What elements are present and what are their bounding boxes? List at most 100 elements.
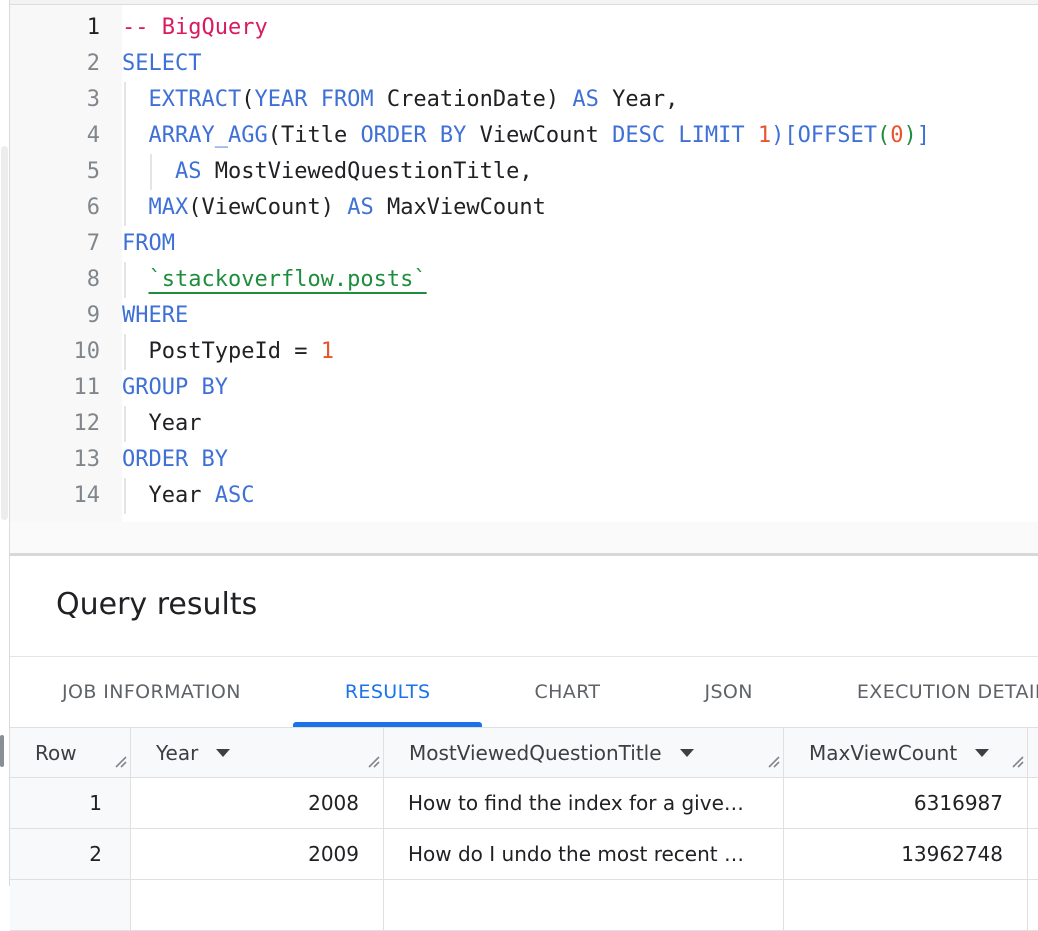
code-token: PostTypeId = <box>148 339 321 364</box>
column-header-row[interactable]: Row <box>10 728 131 777</box>
table-row[interactable]: 2 2009 How do I undo the most recent … 1396… <box>10 829 1038 880</box>
editor-gutter: 1 2 3 4 5 6 7 8 9 10 11 12 13 14 <box>10 5 122 522</box>
sort-arrow-icon[interactable] <box>679 748 694 757</box>
code-line[interactable]: ORDER BY <box>122 442 1038 478</box>
code-token: 0 <box>890 123 904 148</box>
panel-divider[interactable] <box>10 553 1038 556</box>
column-header-year[interactable]: Year <box>131 728 384 777</box>
table-body: 1 2008 How to find the index for a give… 63… <box>10 778 1038 931</box>
code-line[interactable]: PostTypeId = 1 <box>122 334 1038 370</box>
code-token: FROM <box>122 231 175 256</box>
code-token: OFFSET <box>797 123 878 148</box>
line-number: 14 <box>73 483 101 508</box>
table-row[interactable]: 1 2008 How to find the index for a give… 63… <box>10 778 1038 829</box>
code-token: ( <box>241 87 255 112</box>
code-line[interactable]: AS MostViewedQuestionTitle, <box>122 154 1038 190</box>
code-token: CreationDate <box>373 87 546 112</box>
cell-maxviewcount: 13962748 <box>784 829 1028 879</box>
code-token: ORDER BY <box>122 447 228 472</box>
line-number: 13 <box>73 447 101 472</box>
cell-filler <box>1028 778 1038 828</box>
table-row[interactable] <box>10 880 1038 931</box>
line-number: 9 <box>86 303 100 328</box>
sql-editor[interactable]: 1 2 3 4 5 6 7 8 9 10 11 12 13 14 -- BigQuery SELECT EX… <box>10 5 1038 522</box>
column-header-label: MaxViewCount <box>809 740 958 765</box>
line-number: 11 <box>73 375 101 400</box>
column-resize-grip-icon[interactable] <box>112 749 127 773</box>
cell-mostviewedquestiontitle: How do I undo the most recent … <box>384 829 784 879</box>
code-token: 1 <box>757 123 772 148</box>
code-token: Year <box>148 411 202 436</box>
cell-mostviewedquestiontitle <box>384 880 784 930</box>
column-resize-grip-icon[interactable] <box>765 749 780 773</box>
code-token: `stackoverflow.posts` <box>148 267 427 292</box>
code-token: MAX <box>148 195 189 220</box>
line-number: 4 <box>86 123 100 148</box>
line-number: 8 <box>86 267 100 292</box>
column-header-label: Year <box>156 740 199 765</box>
line-number: 2 <box>86 51 100 76</box>
code-line[interactable]: Year ASC <box>122 478 1038 514</box>
column-header-maxviewcount[interactable]: MaxViewCount <box>784 728 1028 777</box>
tab-label: CHART <box>534 681 601 703</box>
cell-maxviewcount: 6316987 <box>784 778 1028 828</box>
column-header-mostviewedquestiontitle[interactable]: MostViewedQuestionTitle <box>384 728 784 777</box>
indent-guide <box>124 154 126 190</box>
cell-maxviewcount <box>784 880 1028 930</box>
code-token: (Title <box>267 123 361 148</box>
code-token: SELECT <box>122 51 202 76</box>
indent-guide <box>124 262 126 298</box>
code-token: ) <box>545 87 573 112</box>
code-token: ) <box>903 123 917 148</box>
code-line[interactable]: MAX(ViewCount) AS MaxViewCount <box>122 190 1038 226</box>
code-token: DESC LIMIT <box>612 123 745 148</box>
code-indent <box>122 195 149 220</box>
code-token: ViewCount <box>466 123 613 148</box>
code-line[interactable]: ARRAY_AGG(Title ORDER BY ViewCount DESC … <box>122 118 1038 154</box>
code-indent <box>122 267 149 292</box>
line-number: 10 <box>73 339 101 364</box>
tab-job-information[interactable]: JOB INFORMATION <box>10 657 293 727</box>
code-line[interactable]: WHERE <box>122 298 1038 334</box>
code-indent <box>122 159 175 184</box>
tab-label: JSON <box>704 681 753 703</box>
line-number: 12 <box>73 411 101 436</box>
column-resize-grip-icon[interactable] <box>365 749 380 773</box>
tab-chart[interactable]: CHART <box>482 657 652 727</box>
editor-scrollbar-thumb[interactable] <box>1 146 8 520</box>
code-token: EXTRACT <box>148 87 242 112</box>
code-token: ASC <box>214 483 255 508</box>
tab-results[interactable]: RESULTS <box>292 657 483 727</box>
code-line[interactable]: GROUP BY <box>122 370 1038 406</box>
code-token: )[ <box>771 123 798 148</box>
top-divider <box>10 0 1038 5</box>
indent-guide <box>124 334 126 370</box>
editor-hscrollbar-track[interactable] <box>10 522 1038 553</box>
cell-year <box>131 880 384 930</box>
code-line[interactable]: -- BigQuery <box>122 10 1038 46</box>
results-scrollbar-thumb[interactable] <box>0 735 4 767</box>
sort-arrow-icon[interactable] <box>216 748 231 757</box>
column-header-label: Row <box>35 740 77 765</box>
code-indent <box>122 123 149 148</box>
editor-code-area[interactable]: -- BigQuery SELECT EXTRACT(YEAR FROM Crea… <box>122 5 1038 522</box>
code-indent <box>122 87 149 112</box>
tab-json[interactable]: JSON <box>652 657 804 727</box>
column-header-label: MostViewedQuestionTitle <box>409 740 662 765</box>
sort-arrow-icon[interactable] <box>975 748 990 757</box>
code-line[interactable]: FROM <box>122 226 1038 262</box>
code-token: Year <box>148 483 215 508</box>
code-line[interactable]: EXTRACT(YEAR FROM CreationDate) AS Year, <box>122 82 1038 118</box>
line-number: 6 <box>86 195 100 220</box>
code-line[interactable]: SELECT <box>122 46 1038 82</box>
query-panel: 1 2 3 4 5 6 7 8 9 10 11 12 13 14 -- BigQuery SELECT EX… <box>10 0 1038 931</box>
left-edge-strip <box>0 0 10 886</box>
code-line[interactable]: `stackoverflow.posts` <box>122 262 1038 298</box>
row-number-cell <box>10 880 131 930</box>
tab-execution-details[interactable]: EXECUTION DETAILS <box>805 657 1038 727</box>
code-token: YEAR FROM <box>254 87 374 112</box>
results-table: Row Year MostViewedQuestionTitle MaxViewCou… <box>10 728 1038 931</box>
code-line[interactable]: Year <box>122 406 1038 442</box>
column-resize-grip-icon[interactable] <box>1009 749 1024 773</box>
code-token: AS <box>174 159 202 184</box>
